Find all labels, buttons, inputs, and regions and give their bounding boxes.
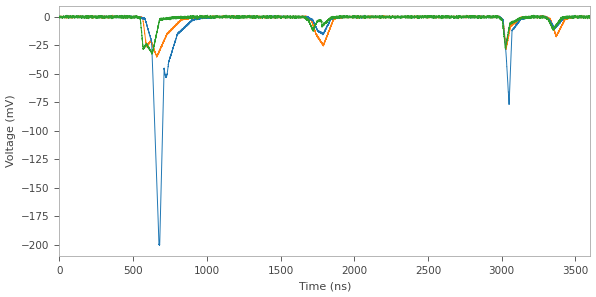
X-axis label: Time (ns): Time (ns): [299, 282, 351, 291]
Y-axis label: Voltage (mV): Voltage (mV): [5, 94, 15, 167]
